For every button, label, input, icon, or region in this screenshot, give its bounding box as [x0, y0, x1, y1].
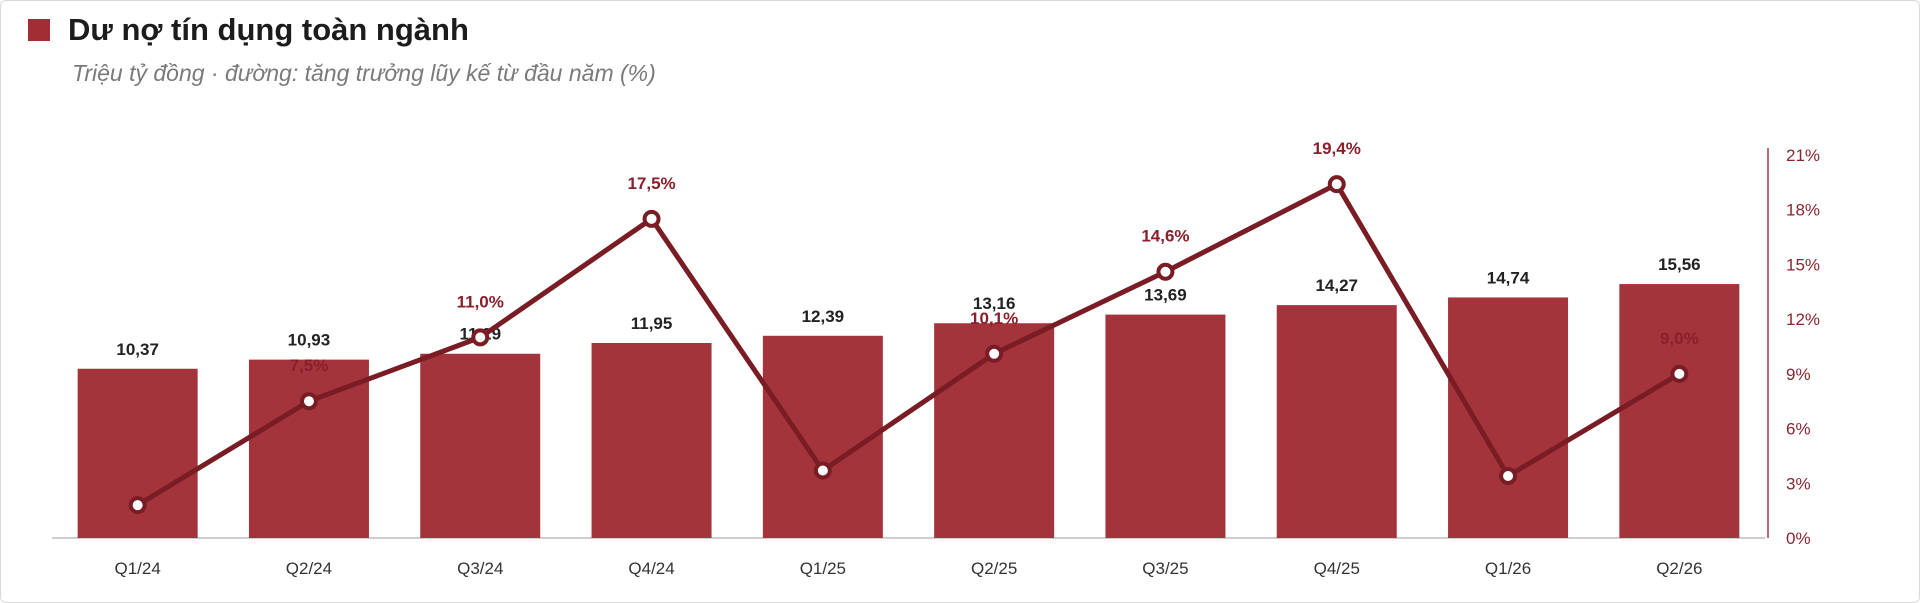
- y-tick-label: 15%: [1786, 255, 1820, 274]
- x-tick-label: Q2/24: [286, 559, 332, 578]
- y-tick-label: 18%: [1786, 201, 1820, 220]
- bar-label: 13,16: [973, 294, 1016, 313]
- growth-label: 19,4%: [1313, 139, 1361, 158]
- bar-Q2-26: [1619, 284, 1740, 538]
- x-tick-label: Q3/25: [1142, 559, 1188, 578]
- bar-label: 11,95: [631, 314, 673, 333]
- bar-label: 10,37: [116, 340, 159, 359]
- chart-title: Dư nợ tín dụng toàn ngành: [68, 12, 469, 47]
- growth-point: [1327, 175, 1346, 194]
- growth-point: [299, 392, 318, 411]
- growth-label: 17,5%: [627, 174, 675, 193]
- growth-point: [1670, 364, 1689, 383]
- growth-label: 10,1%: [970, 309, 1018, 328]
- x-tick-label: Q2/25: [971, 559, 1017, 578]
- bar-label: 10,93: [288, 331, 331, 350]
- growth-point: [813, 461, 832, 480]
- bar-Q1-25: [762, 335, 883, 538]
- y-tick-label: 21%: [1786, 146, 1820, 165]
- bar-label: 12,39: [802, 307, 845, 326]
- growth-line: [136, 181, 1681, 508]
- growth-point: [642, 209, 661, 228]
- bar-label: 15,56: [1658, 255, 1701, 274]
- bar-label: 13,69: [1144, 286, 1187, 305]
- bar-Q3-24: [420, 353, 541, 538]
- x-tick-label: Q1/26: [1485, 559, 1531, 578]
- y-tick-label: 6%: [1786, 420, 1811, 439]
- bar-Q4-24: [591, 342, 712, 538]
- bar-Q3-25: [1105, 314, 1226, 538]
- growth-label: 9,0%: [1660, 329, 1699, 348]
- growth-point: [471, 328, 490, 347]
- y-tick-label: 12%: [1786, 310, 1820, 329]
- x-tick-label: Q4/24: [628, 559, 674, 578]
- y-tick-label: 3%: [1786, 474, 1811, 493]
- growth-point: [128, 496, 147, 515]
- bar-label: 14,27: [1315, 276, 1358, 295]
- chart-subtitle: Triệu tỷ đồng · đường: tăng trưởng lũy k…: [72, 60, 656, 86]
- bar-Q2-24: [248, 359, 369, 538]
- x-tick-label: Q4/25: [1314, 559, 1360, 578]
- growth-label: 11,0%: [457, 292, 504, 311]
- title-row: Dư nợ tín dụng toàn ngành: [28, 12, 469, 48]
- title-marker-icon: [28, 19, 50, 41]
- y-tick-label: 0%: [1786, 529, 1811, 548]
- x-tick-label: Q3/24: [457, 559, 503, 578]
- growth-label: 7,5%: [290, 356, 329, 375]
- bar-Q1-26: [1448, 297, 1569, 538]
- bar-label: 14,74: [1487, 268, 1530, 287]
- x-tick-label: Q1/25: [800, 559, 846, 578]
- bar-Q4-25: [1276, 305, 1397, 538]
- x-tick-label: Q2/26: [1656, 559, 1702, 578]
- growth-point: [985, 344, 1004, 363]
- x-tick-label: Q1/24: [114, 559, 160, 578]
- y-tick-label: 9%: [1786, 365, 1811, 384]
- growth-point: [1499, 466, 1518, 485]
- growth-label: 14,6%: [1141, 227, 1189, 246]
- growth-point: [1156, 262, 1175, 281]
